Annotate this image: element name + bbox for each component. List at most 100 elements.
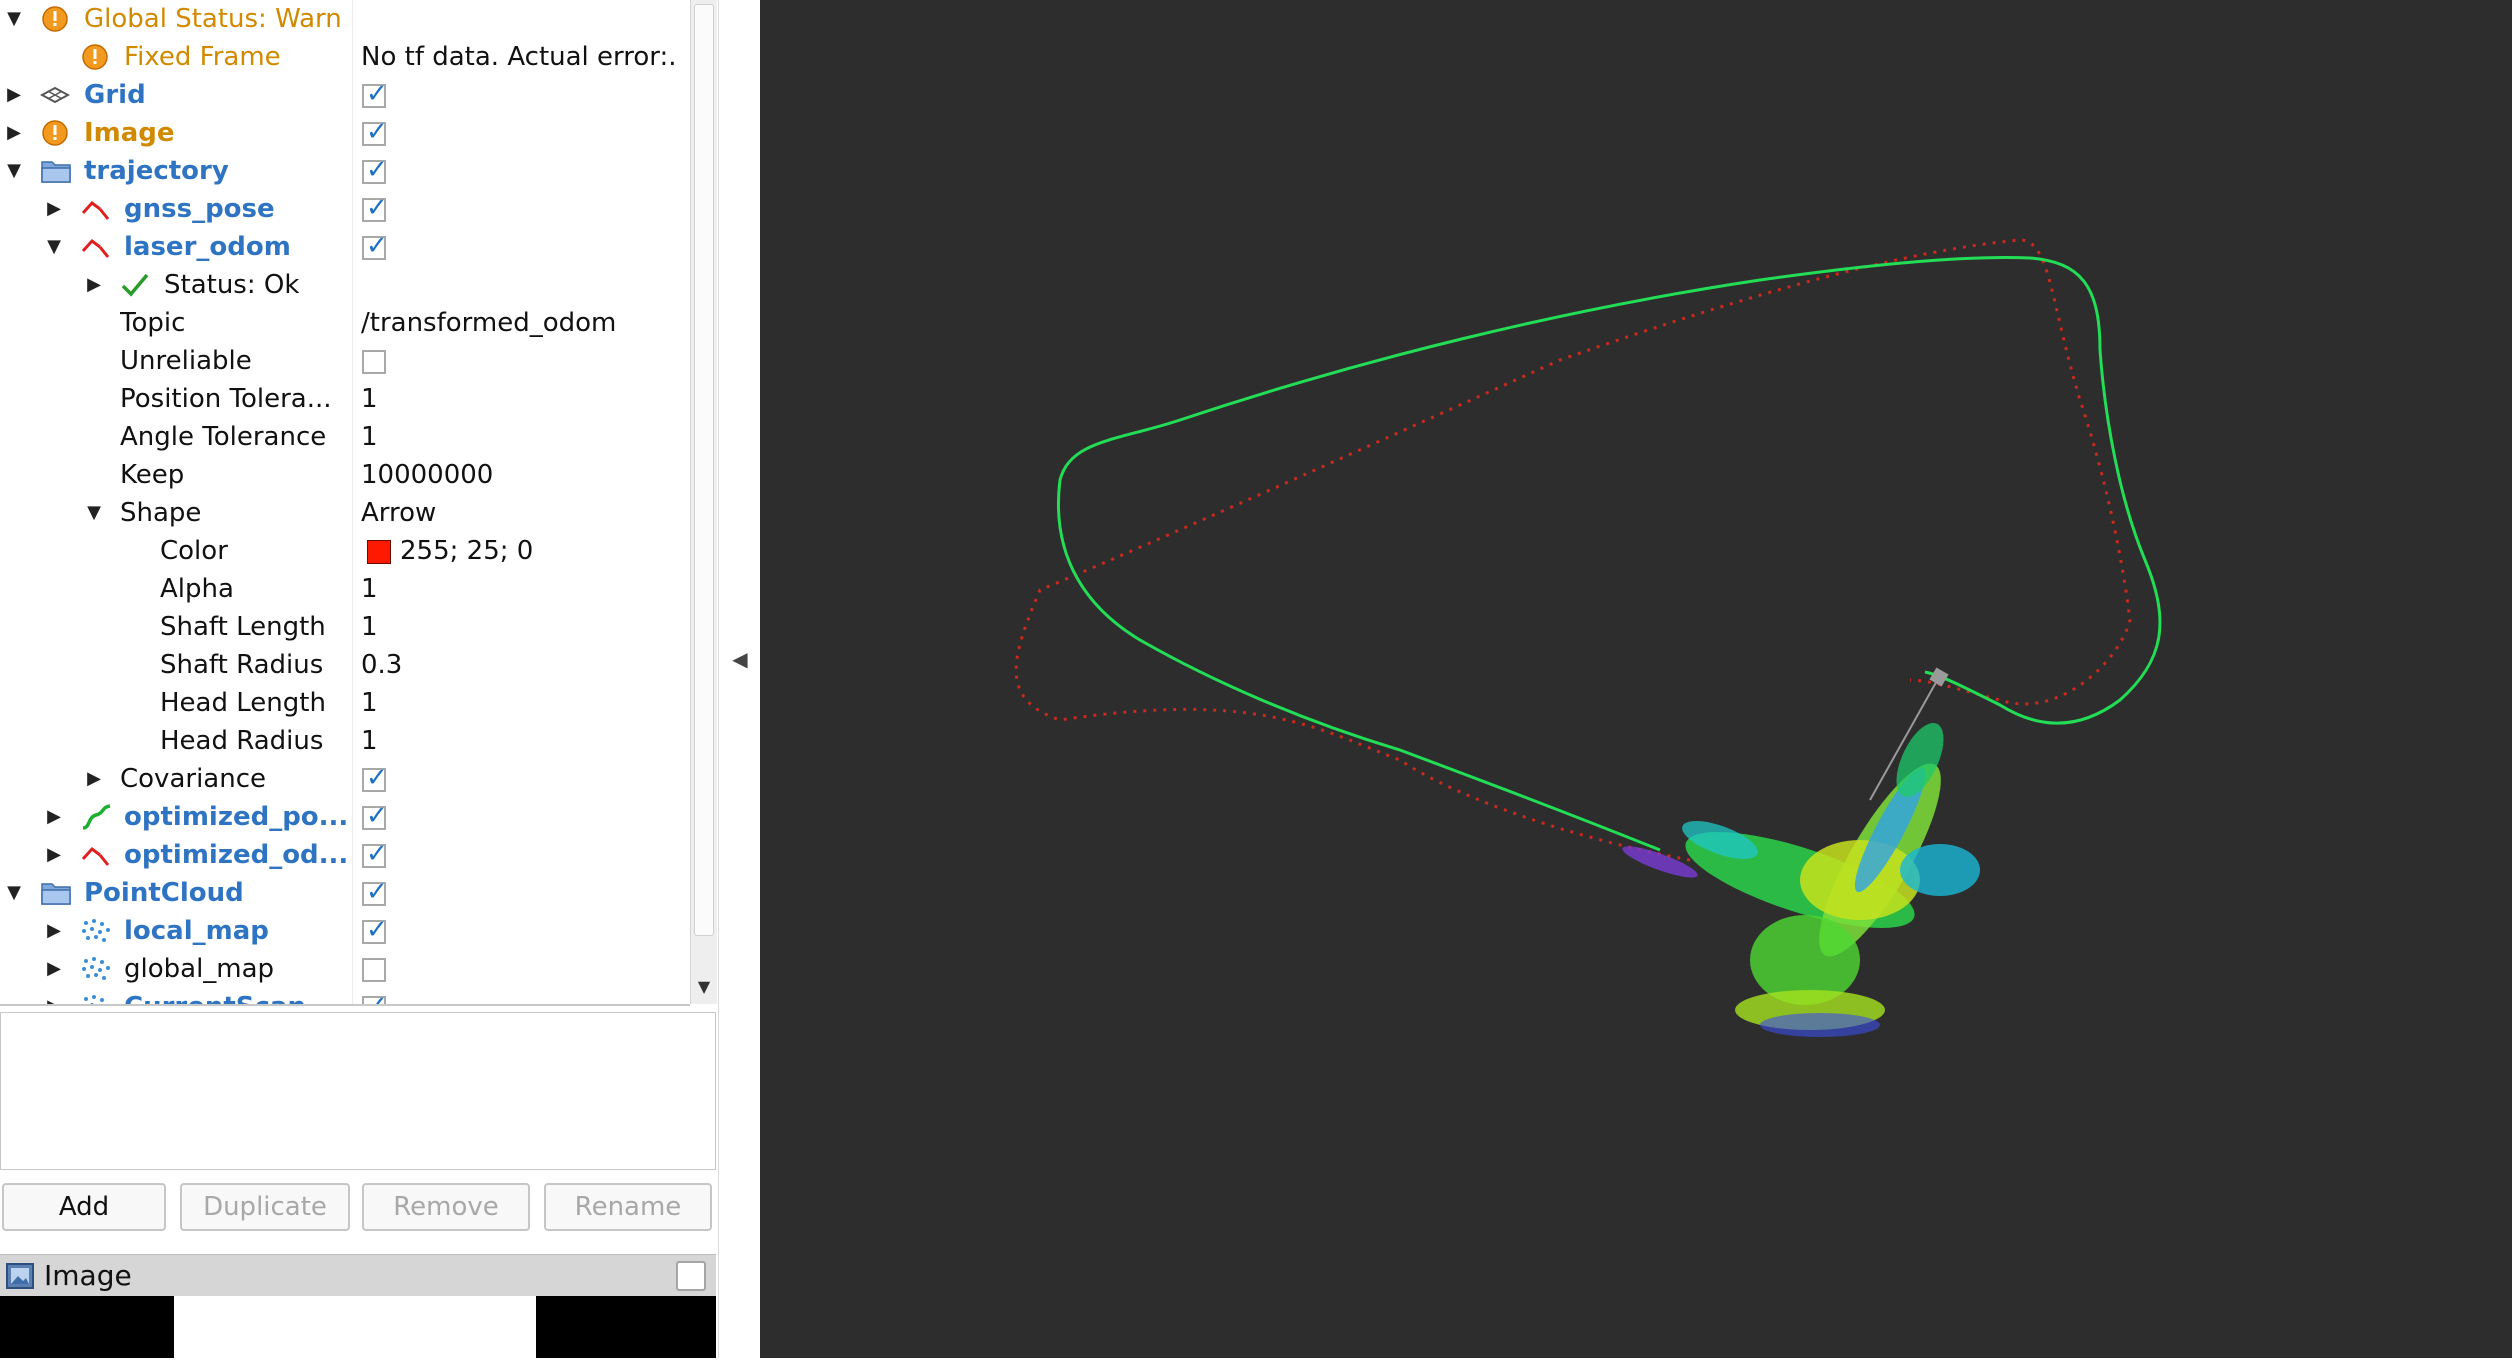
topic-value[interactable]: /transformed_odom (361, 308, 617, 338)
tree-row-shaft-radius[interactable]: Shaft Radius 0.3 (0, 646, 690, 684)
keep-value[interactable]: 10000000 (361, 460, 494, 490)
tree-row-optimized-odom[interactable]: ▶ optimized_od... ✓ (0, 836, 690, 874)
panel-splitter[interactable]: ◀ (718, 0, 761, 1358)
expand-down-icon[interactable]: ▼ (47, 236, 61, 257)
tree-label: Head Length (160, 688, 326, 718)
expand-right-icon[interactable]: ▶ (47, 844, 61, 865)
tree-row-color[interactable]: Color 255; 25; 0 (0, 532, 690, 570)
expand-down-icon[interactable]: ▼ (7, 8, 21, 29)
tree-label: Alpha (160, 574, 234, 604)
scrollbar-thumb[interactable] (694, 4, 714, 936)
rename-button[interactable]: Rename (544, 1183, 712, 1231)
tree-row-covariance[interactable]: ▶ Covariance ✓ (0, 760, 690, 798)
alpha-value[interactable]: 1 (361, 574, 378, 604)
scroll-down-arrow-icon[interactable]: ▼ (697, 977, 711, 996)
tree-label: Topic (120, 308, 186, 338)
tree-row-alpha[interactable]: Alpha 1 (0, 570, 690, 608)
tree-row-grid[interactable]: ▶ Grid ✓ (0, 76, 690, 114)
remove-button[interactable]: Remove (362, 1183, 530, 1231)
pointcloud-checkbox[interactable]: ✓ (362, 877, 388, 907)
tree-row-global-status[interactable]: ▼ Global Status: Warn (0, 0, 690, 38)
tree-row-shaft-length[interactable]: Shaft Length 1 (0, 608, 690, 646)
shape-value[interactable]: Arrow (361, 498, 437, 528)
tree-row-status-ok[interactable]: ▶ Status: Ok (0, 266, 690, 304)
tree-row-optimized-path[interactable]: ▶ optimized_po... ✓ (0, 798, 690, 836)
image-panel-header: Image (0, 1254, 716, 1297)
expand-down-icon[interactable]: ▼ (7, 160, 21, 181)
tree-scrollbar[interactable]: ▼ (690, 0, 717, 1004)
position-tolerance-value[interactable]: 1 (361, 384, 378, 414)
3d-render-view[interactable] (760, 0, 2512, 1358)
tree-label: Shaft Length (160, 612, 326, 642)
trajectory-checkbox[interactable]: ✓ (362, 155, 388, 185)
tree-label: Global Status: Warn (84, 4, 342, 34)
tree-row-position-tolerance[interactable]: Position Tolera... 1 (0, 380, 690, 418)
tree-row-current-scan[interactable]: ▶ CurrentScan ✓ (0, 988, 690, 1004)
warning-icon (40, 119, 70, 147)
unreliable-checkbox[interactable] (362, 350, 386, 374)
add-button[interactable]: Add (2, 1183, 166, 1231)
expand-right-icon[interactable]: ▶ (47, 920, 61, 941)
image-content (174, 1296, 536, 1358)
expand-right-icon[interactable]: ▶ (7, 84, 21, 105)
head-radius-value[interactable]: 1 (361, 726, 378, 756)
color-swatch[interactable] (367, 540, 391, 564)
expand-right-icon[interactable]: ▶ (44, 988, 64, 1004)
grid-checkbox[interactable]: ✓ (362, 79, 388, 109)
tree-row-angle-tolerance[interactable]: Angle Tolerance 1 (0, 418, 690, 456)
expand-right-icon[interactable]: ▶ (87, 274, 101, 295)
pointcloud-icon (80, 993, 110, 1004)
tree-row-image[interactable]: ▶ Image ✓ (0, 114, 690, 152)
tree-row-fixed-frame[interactable]: Fixed Frame No tf data. Actual error:. (0, 38, 690, 76)
odometry-icon (80, 195, 110, 223)
color-value[interactable]: 255; 25; 0 (400, 536, 534, 566)
expand-right-icon[interactable]: ▶ (7, 122, 21, 143)
tree-row-local-map[interactable]: ▶ local_map ✓ (0, 912, 690, 950)
tree-row-keep[interactable]: Keep 10000000 (0, 456, 690, 494)
tree-row-head-length[interactable]: Head Length 1 (0, 684, 690, 722)
optimized-path-checkbox[interactable]: ✓ (362, 801, 388, 831)
panel-float-button[interactable] (676, 1261, 706, 1291)
expand-right-icon[interactable]: ▶ (47, 806, 61, 827)
tree-row-shape[interactable]: ▼ Shape Arrow (0, 494, 690, 532)
angle-tolerance-value[interactable]: 1 (361, 422, 378, 452)
robot-heading-line (1869, 676, 1940, 801)
expand-down-icon[interactable]: ▼ (7, 882, 21, 903)
shaft-radius-value[interactable]: 0.3 (361, 650, 403, 680)
optimized-odom-checkbox[interactable]: ✓ (362, 839, 388, 869)
tree-label: gnss_pose (124, 194, 275, 224)
local-map-checkbox[interactable]: ✓ (362, 915, 388, 945)
warning-icon (40, 5, 70, 33)
tree-label: optimized_po... (124, 802, 349, 832)
fixed-frame-value[interactable]: No tf data. Actual error:. (361, 42, 677, 72)
tree-label: Angle Tolerance (120, 422, 327, 452)
duplicate-button[interactable]: Duplicate (180, 1183, 350, 1231)
tree-row-head-radius[interactable]: Head Radius 1 (0, 722, 690, 760)
expand-right-icon[interactable]: ▶ (47, 198, 61, 219)
global-map-checkbox[interactable] (362, 958, 386, 982)
collapse-left-icon[interactable]: ◀ (732, 647, 748, 671)
covariance-checkbox[interactable]: ✓ (362, 763, 388, 793)
pointcloud-icon (80, 917, 110, 945)
expand-right-icon[interactable]: ▶ (47, 958, 61, 979)
scene-canvas[interactable] (760, 0, 2512, 1358)
laser-odom-checkbox[interactable]: ✓ (362, 231, 388, 261)
tree-row-pointcloud[interactable]: ▼ PointCloud ✓ (0, 874, 690, 912)
gnss-pose-checkbox[interactable]: ✓ (362, 193, 388, 223)
tree-row-unreliable[interactable]: Unreliable (0, 342, 690, 380)
tree-row-topic[interactable]: Topic /transformed_odom (0, 304, 690, 342)
tree-row-trajectory[interactable]: ▼ trajectory ✓ (0, 152, 690, 190)
tree-row-global-map[interactable]: ▶ global_map (0, 950, 690, 988)
shaft-length-value[interactable]: 1 (361, 612, 378, 642)
tree-row-gnss-pose[interactable]: ▶ gnss_pose ✓ (0, 190, 690, 228)
displays-panel: ▼ Global Status: Warn Fixed Frame No tf … (0, 0, 718, 1358)
expand-down-icon[interactable]: ▼ (87, 502, 101, 523)
tree-label: Image (84, 118, 175, 148)
head-length-value[interactable]: 1 (361, 688, 378, 718)
expand-right-icon[interactable]: ▶ (87, 768, 101, 789)
tree-label: global_map (124, 954, 275, 984)
current-scan-checkbox[interactable]: ✓ (362, 991, 388, 1004)
tree-row-laser-odom[interactable]: ▼ laser_odom ✓ (0, 228, 690, 266)
tree-label: optimized_od... (124, 840, 349, 870)
image-checkbox[interactable]: ✓ (362, 117, 388, 147)
